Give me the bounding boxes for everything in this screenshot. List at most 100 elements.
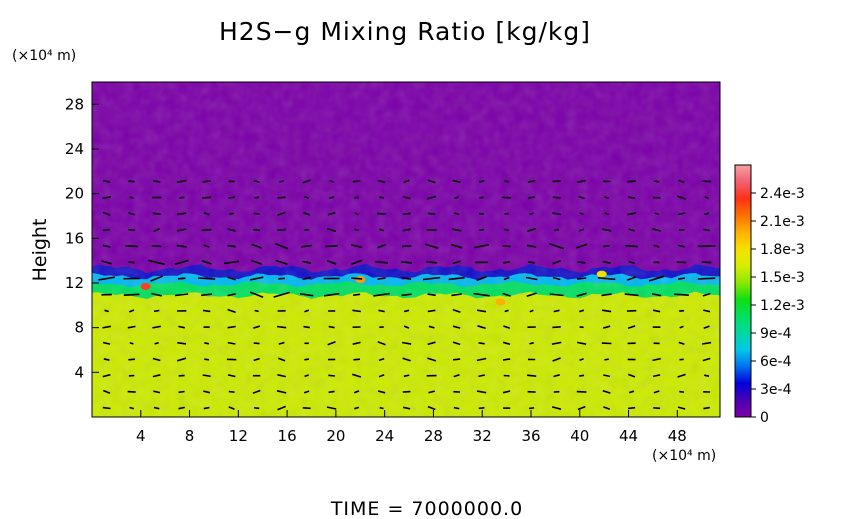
x-tick-label: 40 — [570, 427, 589, 445]
hotspot — [355, 276, 366, 284]
wind-vector — [424, 243, 439, 249]
wind-vector — [552, 276, 561, 281]
wind-vector — [474, 243, 490, 249]
wind-vector — [526, 374, 537, 377]
wind-vector — [323, 292, 340, 297]
wind-vector — [427, 341, 436, 346]
wind-vector — [502, 358, 511, 361]
wind-vector — [427, 309, 436, 313]
wind-vector — [228, 196, 236, 199]
wind-vector — [427, 357, 437, 362]
wind-vector — [678, 341, 685, 345]
wind-vector — [178, 374, 185, 377]
wind-vector — [576, 292, 587, 297]
wind-vector — [577, 261, 586, 264]
wind-vector — [303, 390, 310, 394]
wind-vector — [452, 179, 461, 183]
wind-vector — [153, 309, 160, 313]
wind-vector — [301, 244, 313, 248]
y-axis-label: Height — [29, 219, 51, 282]
wind-vector — [378, 309, 385, 313]
wind-vector — [129, 196, 134, 199]
wind-vector — [227, 374, 236, 378]
wind-vector — [602, 389, 611, 394]
colorbar-tick-label: 0 — [760, 410, 769, 426]
wind-vector — [127, 325, 136, 329]
wind-vector — [176, 212, 187, 216]
x-tick-label: 8 — [185, 427, 195, 445]
wind-vector — [652, 374, 661, 378]
wind-vector — [554, 228, 560, 232]
y-tick-label: 20 — [65, 185, 84, 203]
wind-vector — [352, 309, 361, 313]
wind-vector — [427, 405, 436, 411]
wind-vector — [603, 245, 610, 248]
wind-vector — [176, 179, 187, 184]
wind-vector — [276, 390, 287, 394]
wind-vector — [701, 341, 712, 345]
wind-vector — [679, 325, 684, 329]
wind-vector — [251, 259, 262, 265]
wind-vector — [228, 406, 235, 410]
wind-vector — [404, 309, 410, 313]
wind-vector — [253, 342, 260, 345]
wind-vector — [378, 357, 385, 362]
wind-vector — [201, 259, 212, 265]
wind-vector — [101, 260, 112, 265]
wind-vector — [277, 228, 286, 232]
wind-vector — [128, 358, 135, 361]
wind-vector — [628, 406, 636, 410]
wind-vector — [579, 309, 585, 313]
x-tick-label: 24 — [375, 427, 394, 445]
wind-vector — [579, 212, 584, 216]
wind-vector — [128, 261, 135, 264]
wind-vector — [401, 341, 412, 345]
wind-vector — [152, 374, 161, 378]
wind-vector — [277, 211, 286, 216]
wind-vector — [328, 390, 335, 394]
wind-vector — [379, 406, 384, 410]
wind-vector — [502, 196, 512, 199]
wind-vector — [103, 389, 111, 394]
wind-vector — [448, 276, 465, 281]
wind-vector — [129, 341, 134, 345]
wind-vector — [652, 357, 661, 362]
wind-vector — [153, 228, 160, 232]
wind-vector — [479, 228, 485, 232]
wind-vector — [402, 195, 411, 200]
wind-vector — [453, 373, 460, 378]
wind-vector — [627, 180, 636, 183]
wind-vector — [125, 245, 138, 248]
wind-vector — [628, 228, 635, 232]
wind-vector — [151, 292, 162, 297]
y-tick-label: 12 — [65, 274, 84, 292]
wind-vector — [202, 374, 211, 378]
wind-vector — [201, 196, 212, 199]
wind-vector — [525, 276, 538, 281]
wind-vector — [478, 407, 485, 410]
wind-vector — [302, 276, 311, 281]
wind-vector — [476, 390, 487, 394]
time-label: TIME = 7000000.0 — [330, 498, 523, 519]
wind-vector — [354, 228, 359, 232]
wind-vector — [327, 211, 336, 216]
wind-vector — [579, 228, 585, 232]
x-tick-label: 16 — [278, 427, 297, 445]
hotspot — [495, 298, 506, 306]
wind-vector — [454, 196, 459, 200]
wind-vector — [427, 179, 436, 184]
wind-vector — [402, 390, 411, 393]
wind-vector — [375, 260, 388, 264]
wind-vector — [103, 228, 111, 232]
wind-vector — [103, 179, 111, 183]
wind-vector — [604, 212, 609, 216]
wind-vector — [625, 244, 638, 248]
wind-vector — [453, 212, 460, 216]
x-tick-label: 28 — [424, 427, 443, 445]
wind-vector — [277, 405, 286, 411]
wind-vector — [253, 325, 261, 329]
wind-vector — [553, 309, 560, 313]
wind-vector — [677, 373, 686, 378]
wind-vector — [704, 212, 710, 216]
wind-vector — [302, 179, 311, 184]
